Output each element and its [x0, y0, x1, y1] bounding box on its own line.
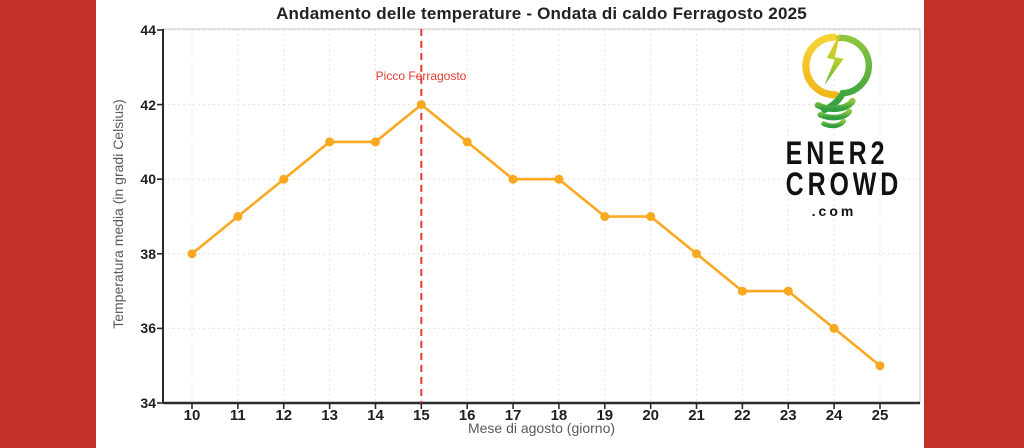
peak-annotation: Picco Ferragosto: [375, 69, 467, 83]
logo-text-com: .com: [811, 202, 857, 219]
logo-text-crowd: CROWD: [785, 166, 903, 203]
left-red-bar: [0, 0, 96, 448]
logo-text-ener2: ENER2: [785, 135, 889, 171]
x-tick-label: 12: [275, 407, 293, 424]
x-tick-label: 24: [825, 407, 843, 424]
x-tick-label: 22: [734, 407, 751, 424]
axis-spines: [162, 28, 921, 405]
x-tick-label: 23: [779, 407, 797, 424]
x-tick-label: 11: [229, 407, 246, 424]
y-tick-label: 44: [140, 22, 156, 38]
y-tick-label: 36: [140, 320, 156, 337]
x-tick-label: 20: [642, 407, 659, 424]
x-tick-label: 16: [458, 407, 476, 424]
x-axis-label: Mese di agosto (giorno): [467, 420, 616, 436]
temperature-line: [191, 103, 881, 367]
ener2crowd-logo: ENER2 CROWD .com: [772, 26, 903, 219]
x-tick-label: 21: [688, 407, 705, 424]
x-tick-label: 17: [504, 407, 522, 424]
x-tick-label: 15: [412, 407, 430, 424]
y-tick-label: 42: [140, 96, 156, 113]
x-tick-label: 19: [596, 407, 614, 424]
chart-title: Andamento delle temperature - Ondata di …: [276, 4, 807, 23]
right-red-bar: [924, 0, 1024, 448]
x-tick-label: 13: [321, 407, 338, 424]
y-tick-label: 34: [140, 395, 156, 411]
y-axis-label: Temperatura media (in gradi Celsius): [110, 99, 126, 329]
y-tick-label: 40: [140, 171, 156, 188]
x-tick-label: 10: [183, 407, 201, 424]
axis-tick-marks: [157, 29, 881, 409]
y-tick-label: 38: [140, 245, 156, 262]
data-point-markers: [187, 100, 885, 371]
x-tick-label: 25: [871, 407, 889, 424]
x-tick-label: 18: [550, 407, 568, 424]
lightbulb-lightning-icon: [802, 32, 872, 129]
x-tick-label: 14: [367, 407, 384, 424]
